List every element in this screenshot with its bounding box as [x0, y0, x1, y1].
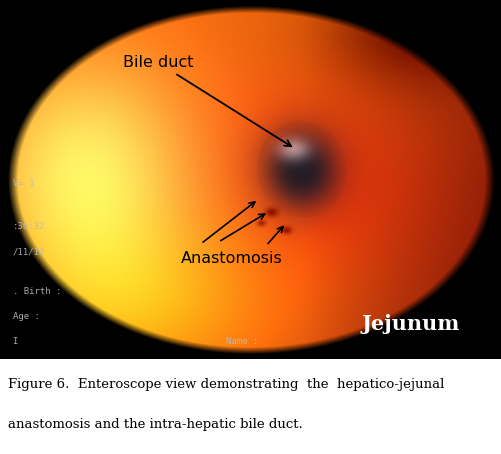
- Text: :36:32: :36:32: [13, 222, 45, 232]
- Text: Name :: Name :: [225, 337, 258, 346]
- Text: I: I: [13, 337, 18, 346]
- Text: anastomosis and the intra-hepatic bile duct.: anastomosis and the intra-hepatic bile d…: [8, 418, 302, 431]
- Text: Anastomosis: Anastomosis: [180, 251, 282, 266]
- Text: Bile duct: Bile duct: [123, 55, 291, 146]
- Text: . Birth :: . Birth :: [13, 287, 61, 296]
- Text: Jejunum: Jejunum: [361, 314, 459, 334]
- Text: /11/10: /11/10: [13, 247, 45, 257]
- Text: Figure 6.  Enteroscope view demonstrating  the  hepatico-jejunal: Figure 6. Enteroscope view demonstrating…: [8, 378, 443, 391]
- Text: Age :: Age :: [13, 312, 40, 321]
- Text: V= 1: V= 1: [13, 179, 34, 188]
